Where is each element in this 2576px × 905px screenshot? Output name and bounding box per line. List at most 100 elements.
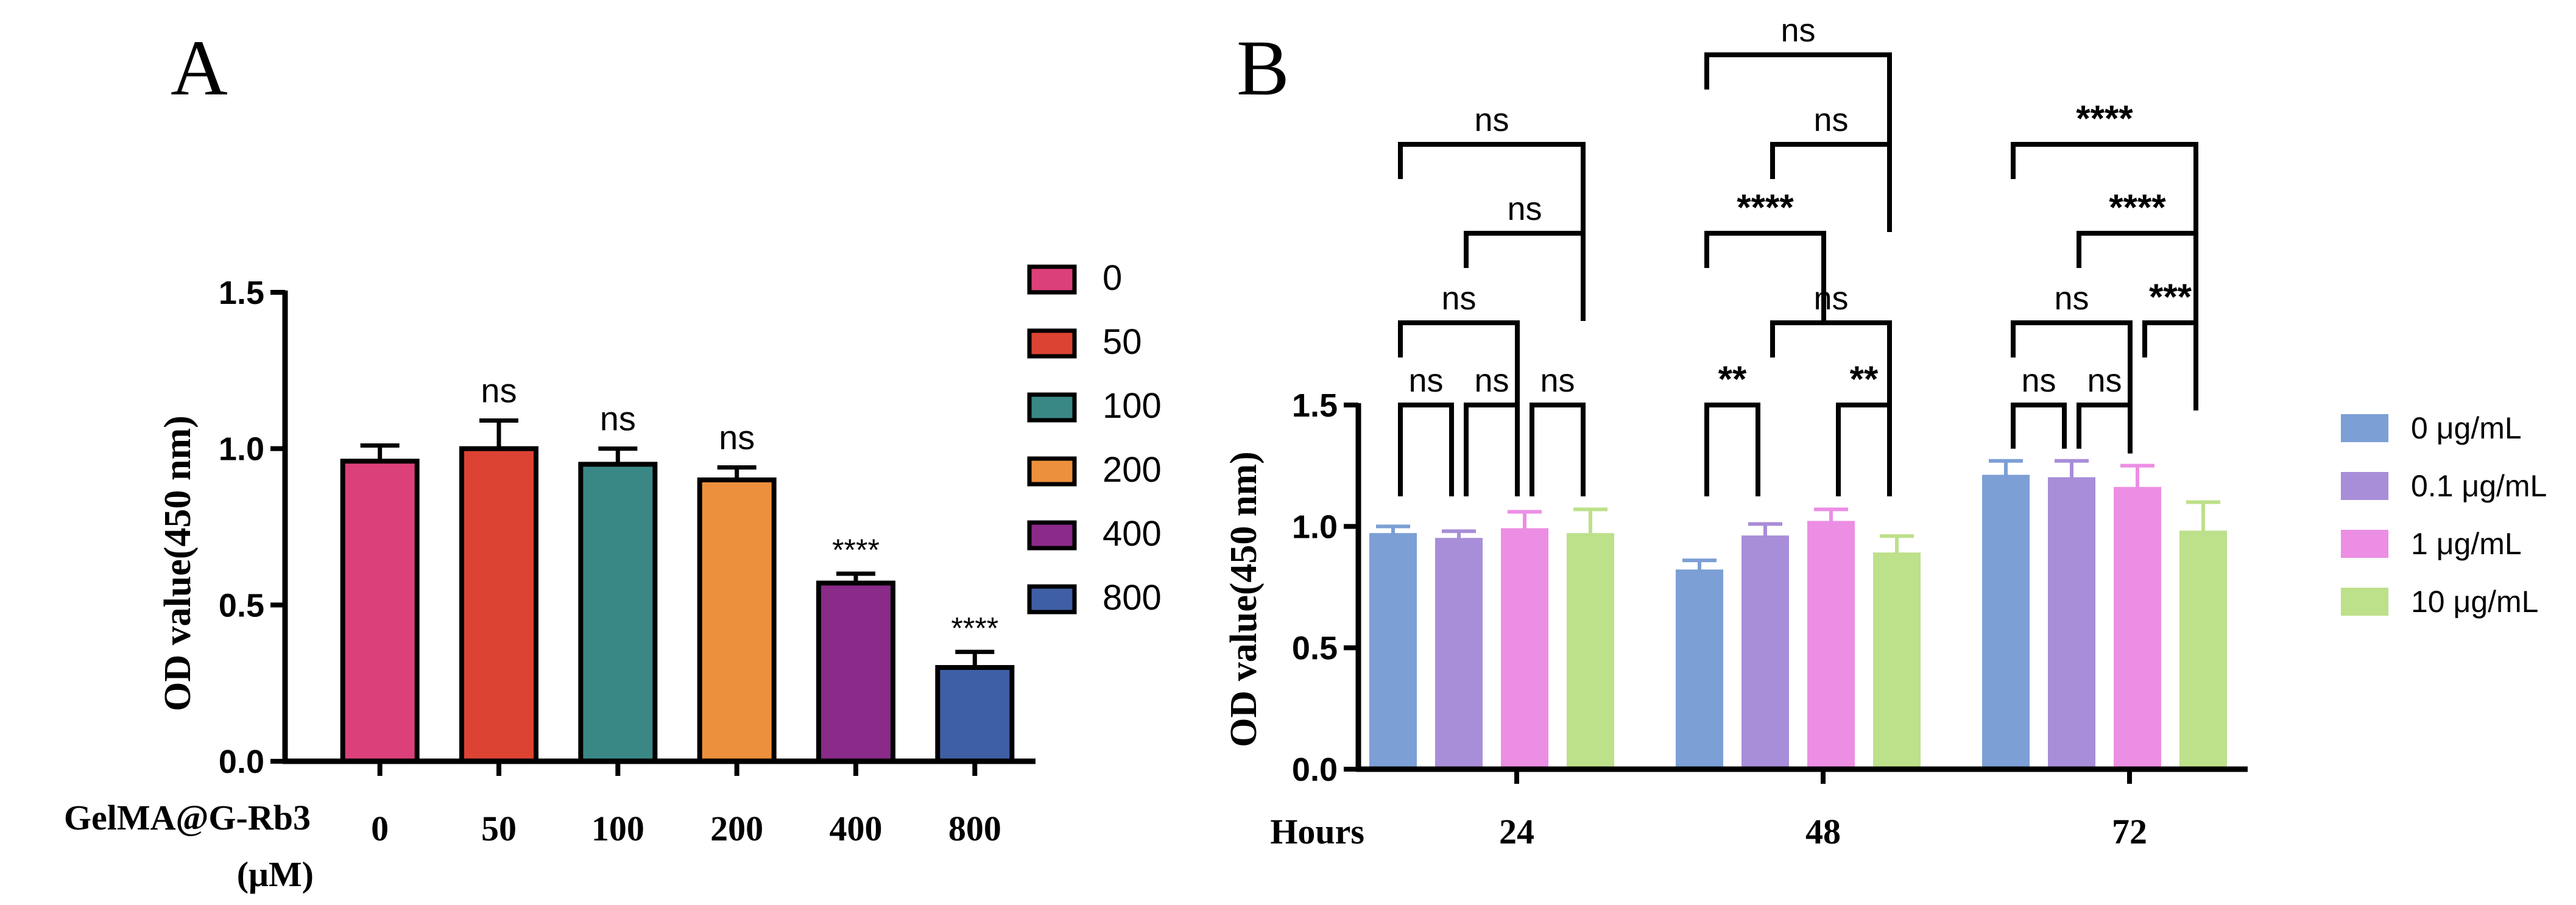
panel-b-legend-label-1: 0.1 μg/mL xyxy=(2411,469,2547,503)
panel-b-comparison-label: ns xyxy=(1408,362,1443,399)
panel-a-letter: A xyxy=(171,24,228,112)
panel-b-comparison-label: ns xyxy=(1441,280,1476,317)
panel-b-bar-72h-series-0 xyxy=(1982,474,2030,770)
panel-a-bar-100 xyxy=(578,462,658,764)
panel-a-significance-label: **** xyxy=(832,533,880,567)
panel-b-y-tick-label: 1.5 xyxy=(1292,387,1338,424)
panel-b-comparison-bracket xyxy=(1464,231,1586,321)
panel-a-y-tick-label: 0.0 xyxy=(219,744,264,780)
panel-b-comparison-bracket xyxy=(1704,52,1892,143)
panel-b-x-tick-label-24: 24 xyxy=(1499,812,1534,851)
panel-a-significance-label: ns xyxy=(600,400,636,438)
panel-a-legend-swatch-400 xyxy=(1027,520,1077,551)
panel-b-x-tick-label-48: 48 xyxy=(1805,812,1841,851)
panel-a-bar-200 xyxy=(697,477,777,764)
panel-b-comparison-bracket xyxy=(2011,142,2198,232)
panel-b-comparison-label: ** xyxy=(1718,359,1747,400)
panel-b-comparison-bracket xyxy=(2142,320,2198,410)
panel-b-comparison-bracket xyxy=(1464,403,1520,496)
panel-b-comparison-bracket xyxy=(2011,320,2133,410)
panel-a-legend-swatch-0 xyxy=(1027,264,1077,295)
panel-b-comparison-label: ns xyxy=(1813,280,1848,317)
panel-b-letter: B xyxy=(1237,24,1290,112)
panel-b-comparison-bracket xyxy=(1770,142,1892,232)
panel-b-comparison-label: ns xyxy=(1474,102,1509,138)
panel-b-comparison-bracket xyxy=(2011,403,2067,449)
panel-b-comparison-bracket xyxy=(1398,142,1586,232)
panel-a-legend-label-400: 400 xyxy=(1103,514,1162,554)
panel-a-x-tick-label-50: 50 xyxy=(481,809,517,848)
panel-b-y-tick-label: 1.0 xyxy=(1292,509,1338,545)
panel-b-comparison-label: **** xyxy=(2109,187,2166,228)
panel-a-y-tick-label: 1.0 xyxy=(219,431,264,468)
panel-b-comparison-label: ns xyxy=(1780,12,1815,49)
panel-a-x-axis-unit: (μM) xyxy=(237,854,314,894)
panel-a-y-tick-label: 0.5 xyxy=(219,587,264,624)
panel-b-comparison-bracket xyxy=(1704,403,1760,496)
panel-b-comparison-bracket xyxy=(1530,403,1586,496)
panel-b-bar-48h-series-3 xyxy=(1873,552,1921,770)
panel-a-bar-0 xyxy=(340,459,420,764)
panel-a-legend-swatch-200 xyxy=(1027,456,1077,487)
panel-a-legend-label-800: 800 xyxy=(1103,578,1162,618)
panel-a-significance-label: ns xyxy=(481,371,517,409)
panel-b-legend-label-0: 0 μg/mL xyxy=(2411,411,2522,445)
panel-b-comparison-bracket xyxy=(1770,320,1892,410)
panel-b-comparison-bracket xyxy=(2077,231,2198,321)
panel-a-legend-swatch-800 xyxy=(1027,584,1077,614)
panel-b-x-axis-label: Hours xyxy=(1270,812,1364,851)
panel-a-x-tick-label-0: 0 xyxy=(371,809,389,848)
panel-a-y-axis-label: OD value(450 nm) xyxy=(157,415,199,711)
panel-b-comparison-label: ns xyxy=(1813,102,1848,138)
panel-b-comparison-label: **** xyxy=(2076,98,2133,139)
panel-a-legend-label-200: 200 xyxy=(1103,450,1162,490)
panel-b-legend-swatch-1 xyxy=(2341,472,2388,500)
panel-a-legend-label-50: 50 xyxy=(1103,322,1142,362)
panel-b-comparison-bracket xyxy=(1398,403,1454,496)
panel-a-x-tick-label-200: 200 xyxy=(710,809,763,848)
panel-b-comparison-label: ns xyxy=(2021,362,2056,399)
panel-b-bar-24h-series-3 xyxy=(1567,533,1614,770)
panel-b-legend-label-2: 1 μg/mL xyxy=(2411,527,2522,561)
panel-b-comparison-label: ** xyxy=(1850,359,1879,400)
panel-b-bar-48h-series-2 xyxy=(1807,521,1855,770)
panel-a-legend-label-0: 0 xyxy=(1103,258,1122,298)
panel-b-bar-72h-series-1 xyxy=(2048,477,2095,770)
panel-a-x-axis-label: GelMA@G-Rb3 xyxy=(64,798,311,837)
panel-a-legend-swatch-50 xyxy=(1027,328,1077,359)
panel-b-legend-swatch-2 xyxy=(2341,530,2388,558)
panel-a-x-tick-label-100: 100 xyxy=(591,809,644,848)
panel-a-x-tick-label-400: 400 xyxy=(830,809,883,848)
panel-b-bar-24h-series-1 xyxy=(1435,538,1483,770)
panel-b-comparison-bracket xyxy=(1398,320,1520,410)
panel-a-legend-swatch-100 xyxy=(1027,392,1077,423)
panel-a-x-tick-label-800: 800 xyxy=(948,809,1001,848)
panel-b-bar-48h-series-1 xyxy=(1741,535,1789,770)
panel-a-bar-50 xyxy=(459,446,538,764)
panel-b-y-tick-label: 0.0 xyxy=(1292,752,1338,788)
panel-b-comparison-label: ns xyxy=(1507,191,1542,227)
panel-b-comparison-bracket xyxy=(1836,403,1892,496)
panel-b-comparison-label: *** xyxy=(2149,276,2192,317)
panel-b-legend-swatch-0 xyxy=(2341,414,2388,442)
panel-a-significance-label: **** xyxy=(951,611,998,645)
panel-b-y-axis-label: OD value(450 nm) xyxy=(1223,451,1265,747)
panel-a-chart: ns ns ns **** **** 0.0 0.5 1.0 1.5 0 50 100 200 400… xyxy=(64,258,1162,894)
panel-b-x-tick-label-72: 72 xyxy=(2112,812,2147,851)
panel-a-y-tick-label: 1.5 xyxy=(219,275,264,311)
panel-b-bar-72h-series-2 xyxy=(2114,487,2161,770)
panel-b-comparison-bracket xyxy=(1704,231,1826,321)
panel-a-significance-label: ns xyxy=(719,418,755,456)
panel-b-legend-swatch-3 xyxy=(2341,588,2388,616)
panel-b-comparison-bracket xyxy=(2077,403,2133,454)
panel-b-legend-label-3: 10 μg/mL xyxy=(2411,585,2538,619)
panel-b-comparison-label: ns xyxy=(2054,280,2089,317)
panel-b-bar-24h-series-0 xyxy=(1369,533,1417,770)
panel-a-bar-800 xyxy=(935,665,1015,764)
panel-b-comparison-label: ns xyxy=(1474,362,1509,399)
panel-b-bar-24h-series-2 xyxy=(1501,528,1548,770)
panel-b-bar-72h-series-3 xyxy=(2179,530,2227,770)
panel-b-y-tick-label: 0.5 xyxy=(1292,630,1338,667)
